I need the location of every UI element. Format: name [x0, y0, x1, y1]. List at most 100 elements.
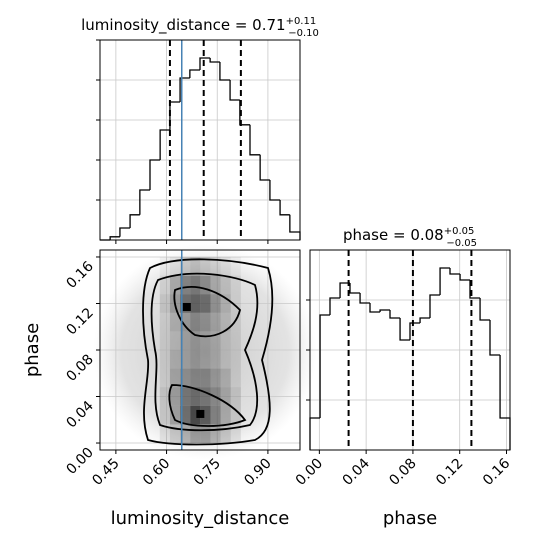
density-cell [200, 424, 211, 444]
density-cell [159, 312, 170, 332]
density-cell [169, 387, 181, 406]
density-cell [169, 424, 181, 444]
density-cell [200, 312, 211, 332]
density-cell [180, 331, 191, 350]
density-cell [230, 387, 241, 406]
density-cell [190, 312, 201, 332]
density-cell [210, 405, 221, 425]
density-cell [169, 275, 181, 295]
density-cell [241, 387, 251, 406]
density-cell [159, 294, 170, 313]
density-cell [230, 350, 241, 369]
hist-bin [219, 62, 231, 81]
hist-bin [269, 180, 281, 201]
density-cell [210, 275, 221, 295]
density-cell [220, 331, 231, 350]
density-cell [210, 350, 221, 369]
hist-bin [429, 294, 441, 318]
density-cell [190, 387, 201, 406]
hist-bin [209, 58, 220, 63]
density-cell [159, 275, 170, 295]
title-sup: +0.05 [444, 226, 475, 237]
density-cell [230, 256, 241, 276]
title-text: luminosity_distance = 0.71 [81, 16, 285, 35]
density-cell [190, 256, 201, 276]
hist-bin [459, 274, 470, 281]
contour [150, 272, 259, 432]
density-cell [230, 424, 241, 444]
density-cell [220, 387, 231, 406]
density-cell [159, 331, 170, 350]
density-cell [210, 312, 221, 332]
density-cell [190, 368, 201, 388]
density-cell [210, 294, 221, 313]
hist-bin [319, 314, 330, 418]
density-cell [200, 368, 211, 388]
hist-bin [399, 318, 410, 341]
frame [99, 39, 301, 241]
peak-marker [196, 409, 205, 418]
hist-bin [229, 80, 240, 101]
density-cell [220, 312, 231, 332]
density-cell [169, 350, 181, 369]
hist-bin [449, 268, 461, 275]
title-sub: −0.05 [446, 238, 477, 249]
density-cell [190, 331, 201, 350]
hist-bin [329, 297, 341, 315]
contours [142, 258, 274, 446]
density-cell [200, 331, 211, 350]
hist-bin [389, 310, 401, 319]
hist-bin [409, 322, 421, 340]
density-cell [159, 424, 170, 444]
density-cell [180, 368, 191, 388]
density-cell [180, 256, 191, 276]
hist-bin [199, 57, 211, 70]
frame [309, 249, 511, 451]
density-cell [190, 405, 201, 425]
density-cell [220, 275, 231, 295]
hist-bin [259, 154, 270, 181]
density-cell [230, 275, 241, 295]
hist-bin [379, 309, 390, 312]
hist-bin [349, 283, 361, 294]
panel-luminosity-hist: luminosity_distance = 0.71+0.11 −0.10 [81, 16, 319, 244]
panel-title: phase = 0.08+0.05 −0.05 [343, 226, 477, 249]
density-cell [159, 405, 170, 425]
density-cell [180, 312, 191, 332]
hist-bin [239, 100, 250, 126]
panel-title: luminosity_distance = 0.71+0.11 −0.10 [81, 16, 319, 39]
density-cell [220, 256, 231, 276]
density-cell [241, 257, 251, 276]
hist-bin [359, 293, 370, 304]
hist-bin [439, 267, 450, 295]
density-cell [169, 256, 181, 276]
hist-bin [249, 124, 261, 156]
density-cell [169, 331, 181, 350]
hist-bin [189, 69, 200, 78]
contour [168, 384, 247, 427]
density-cell [190, 294, 201, 313]
density-cell [241, 294, 251, 313]
density-cell [210, 424, 221, 444]
density-cell [220, 350, 231, 369]
sample-cloud [93, 244, 317, 460]
density-cell [230, 294, 241, 313]
density-cell [169, 312, 181, 332]
density-cell [190, 350, 201, 369]
x-axis-label: luminosity_distance [111, 508, 290, 529]
density-cell [200, 387, 211, 406]
density-cell [159, 368, 170, 388]
density-cell [230, 312, 241, 332]
contour [173, 286, 241, 338]
frame [99, 249, 301, 451]
density-cell [159, 256, 170, 276]
density-cell [180, 424, 191, 444]
density-cell [190, 275, 201, 295]
density-cell [200, 256, 211, 276]
title-sub: −0.10 [288, 28, 319, 39]
density-cell [200, 405, 211, 425]
density-cell [159, 387, 170, 406]
hist-bin [489, 320, 501, 356]
density-cell [230, 368, 241, 388]
